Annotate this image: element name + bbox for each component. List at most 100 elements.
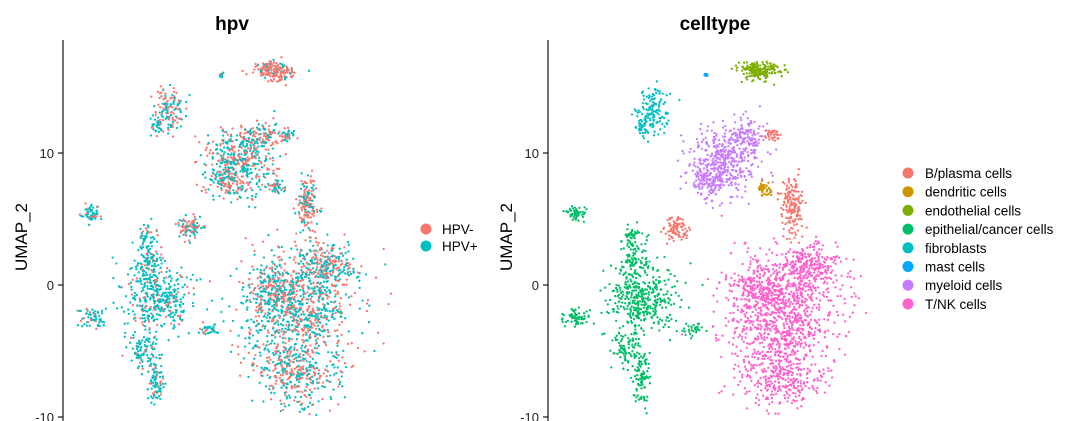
hpv-point: [300, 249, 303, 252]
celltype-point: [796, 328, 799, 331]
hpv-point: [172, 324, 176, 327]
hpv-point: [219, 154, 222, 157]
hpv-point: [102, 324, 105, 327]
hpv-point: [235, 308, 238, 311]
hpv-point: [303, 326, 306, 329]
hpv-point: [278, 263, 281, 266]
hpv-point: [163, 259, 167, 262]
hpv-point: [319, 312, 323, 315]
hpv-point: [169, 113, 173, 117]
hpv-point: [90, 203, 93, 206]
hpv-point: [229, 160, 232, 164]
hpv-point: [313, 370, 316, 374]
celltype-point: [778, 344, 781, 347]
hpv-point: [305, 395, 308, 398]
hpv-point: [293, 343, 296, 346]
hpv-point: [326, 249, 329, 253]
hpv-point: [199, 278, 202, 281]
hpv-point: [283, 361, 287, 364]
hpv-point: [161, 298, 164, 301]
hpv-point: [373, 349, 376, 353]
hpv-point: [267, 331, 270, 334]
hpv-point: [347, 243, 350, 247]
hpv-point: [322, 335, 325, 338]
celltype-point: [793, 250, 796, 253]
celltype-point: [764, 379, 767, 382]
celltype-point: [734, 363, 737, 366]
legend-label-hpv-pos: HPV+: [442, 239, 478, 254]
hpv-point: [231, 343, 234, 347]
celltype-point: [793, 351, 796, 354]
hpv-point: [158, 298, 162, 301]
hpv-point: [129, 267, 132, 271]
celltype-point: [752, 367, 755, 370]
hpv-point: [193, 215, 196, 218]
celltype-point: [753, 348, 756, 351]
hpv-point: [256, 162, 260, 166]
hpv-point: [251, 364, 254, 367]
celltype-point: [775, 372, 779, 375]
hpv-point: [222, 139, 225, 142]
celltype-point: [746, 370, 749, 373]
celltype-point: [818, 291, 821, 295]
hpv-point: [100, 309, 104, 312]
hpv-point: [311, 229, 314, 232]
hpv-point: [272, 78, 276, 81]
hpv-point: [299, 294, 302, 298]
hpv-point: [88, 311, 92, 314]
hpv-point: [171, 315, 175, 319]
hpv-point: [255, 149, 259, 153]
hpv-point: [376, 331, 380, 334]
celltype-point: [771, 342, 775, 345]
hpv-point: [309, 181, 313, 184]
celltype-point: [818, 262, 821, 265]
hpv-point: [253, 144, 256, 148]
hpv-point: [237, 158, 241, 161]
hpv-point: [328, 310, 332, 313]
celltype-point: [729, 252, 733, 255]
hpv-point: [337, 340, 340, 343]
hpv-point: [262, 66, 265, 69]
hpv-point: [297, 284, 300, 288]
hpv-point: [178, 117, 181, 120]
hpv-point: [156, 263, 160, 267]
hpv-point: [259, 160, 263, 164]
hpv-point: [261, 73, 264, 76]
hpv-point: [282, 250, 285, 253]
hpv-point: [292, 298, 296, 301]
hpv-point: [290, 307, 294, 310]
hpv-point: [259, 276, 263, 279]
hpv-point: [254, 162, 258, 166]
hpv-point: [286, 311, 289, 314]
celltype-point: [796, 291, 799, 294]
celltype-point: [751, 323, 754, 326]
hpv-point: [292, 313, 295, 316]
celltype-point: [811, 245, 814, 249]
hpv-point: [281, 179, 284, 183]
hpv-point: [146, 280, 149, 284]
hpv-point: [312, 322, 315, 325]
hpv-point: [320, 308, 323, 312]
hpv-point: [267, 303, 270, 306]
hpv-point: [302, 354, 305, 357]
celltype-point: [715, 339, 718, 342]
hpv-point: [322, 262, 326, 265]
hpv-point: [263, 289, 266, 292]
celltype-point: [776, 374, 779, 377]
hpv-point: [303, 191, 306, 195]
hpv-point: [239, 124, 243, 127]
hpv-point: [143, 259, 146, 263]
celltype-point: [778, 350, 781, 353]
hpv-point: [171, 311, 174, 314]
celltype-point: [782, 324, 786, 327]
hpv-point: [346, 270, 350, 274]
celltype-point: [759, 323, 762, 327]
celltype-point: [805, 304, 808, 307]
hpv-point: [352, 270, 355, 273]
hpv-point: [243, 345, 247, 348]
hpv-point: [165, 270, 168, 274]
hpv-point: [127, 282, 131, 286]
hpv-point: [301, 365, 305, 368]
hpv-point: [324, 307, 327, 310]
hpv-point: [302, 289, 305, 292]
